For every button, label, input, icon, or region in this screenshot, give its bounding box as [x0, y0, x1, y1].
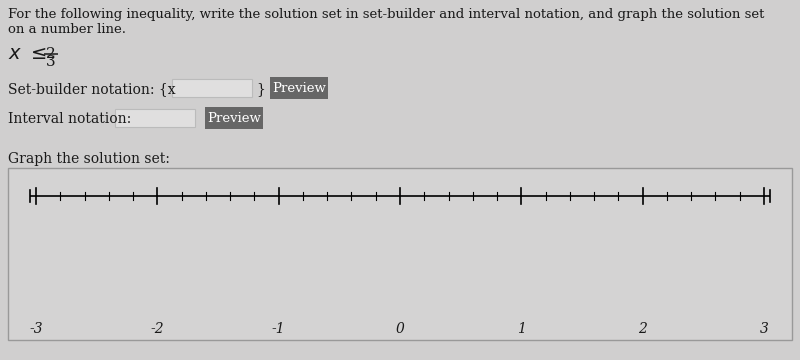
Text: Interval notation:: Interval notation: [8, 112, 131, 126]
Text: 2: 2 [46, 47, 56, 61]
FancyBboxPatch shape [115, 109, 195, 127]
FancyBboxPatch shape [205, 107, 263, 129]
Text: 3: 3 [46, 55, 56, 69]
Text: 3: 3 [759, 322, 769, 336]
Text: -3: -3 [29, 322, 43, 336]
Text: For the following inequality, write the solution set in set-builder and interval: For the following inequality, write the … [8, 8, 764, 21]
Text: 0: 0 [395, 322, 405, 336]
Text: -1: -1 [272, 322, 286, 336]
FancyBboxPatch shape [172, 79, 252, 97]
Text: on a number line.: on a number line. [8, 23, 126, 36]
Text: 2: 2 [638, 322, 647, 336]
Text: Graph the solution set:: Graph the solution set: [8, 152, 170, 166]
Text: Set-builder notation: {x: Set-builder notation: {x [8, 82, 176, 96]
FancyBboxPatch shape [8, 168, 792, 340]
Text: Preview: Preview [207, 112, 261, 125]
Text: 1: 1 [517, 322, 526, 336]
Text: $x\ \leq$: $x\ \leq$ [8, 45, 46, 63]
FancyBboxPatch shape [270, 77, 328, 99]
Text: }: } [256, 82, 265, 96]
Text: Preview: Preview [272, 81, 326, 94]
Text: -2: -2 [150, 322, 164, 336]
